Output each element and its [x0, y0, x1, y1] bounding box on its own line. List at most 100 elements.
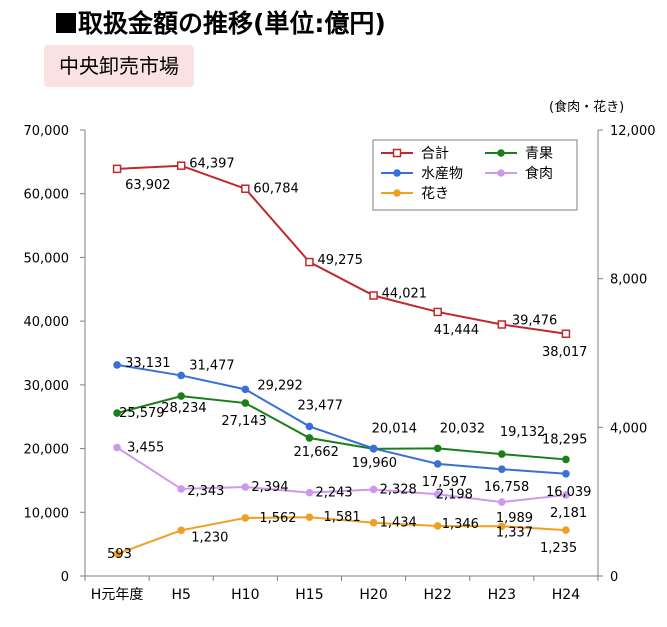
data-label: 1,989: [496, 511, 533, 526]
data-label: 1,235: [540, 541, 577, 556]
data-point: [177, 485, 185, 493]
x-tick-label: H24: [552, 587, 580, 603]
left-tick-label: 50,000: [24, 251, 70, 266]
title-square-icon: [56, 13, 76, 33]
data-point: [562, 455, 570, 464]
chart-axes: 0 10,000 20,000 30,000 40,000 50,000 60,000 70,…: [24, 124, 656, 603]
data-point: [369, 291, 378, 300]
data-label: 1,581: [323, 510, 360, 525]
x-tick-label: H23: [488, 587, 516, 603]
legend-marker: [392, 148, 402, 158]
x-tick-label: H元年度: [91, 587, 144, 603]
series-line-花き: [116, 516, 566, 555]
data-label: 1,434: [380, 516, 417, 531]
data-point: [498, 450, 506, 458]
x-tick-label: H22: [424, 587, 452, 603]
data-point: [305, 422, 314, 431]
x-tick-label: H10: [231, 587, 259, 603]
data-point: [305, 488, 314, 497]
right-tick-label: 8,000: [610, 273, 647, 288]
data-label: 18,295: [542, 432, 588, 447]
data-label: 29,292: [257, 378, 303, 393]
data-point: [113, 409, 121, 417]
data-point: [241, 184, 250, 193]
data-point: [241, 385, 250, 394]
data-point: [112, 164, 122, 174]
data-label: 21,662: [293, 445, 339, 460]
data-point: [305, 513, 314, 522]
data-label: 16,039: [546, 485, 592, 500]
right-tick-label: 4,000: [610, 421, 647, 436]
data-point: [113, 361, 121, 369]
data-label: 64,397: [189, 157, 235, 172]
x-tick-label: H15: [295, 587, 323, 603]
data-label: 2,243: [315, 486, 352, 501]
data-point: [497, 320, 507, 329]
data-point: [562, 491, 570, 499]
chart-title-text: 取扱金額の推移(単位:億円): [78, 9, 386, 38]
data-point: [433, 307, 442, 317]
data-point: [562, 526, 570, 534]
data-point: [433, 490, 442, 499]
data-label: 27,143: [221, 414, 267, 429]
series-line-合計: [117, 164, 567, 335]
data-label: 2,394: [251, 480, 288, 495]
data-label: 44,021: [382, 287, 428, 302]
left-tick-label: 0: [61, 570, 69, 585]
data-point: [433, 444, 442, 453]
left-tick-label: 60,000: [24, 188, 70, 203]
right-tick-label: 12,000: [610, 124, 656, 139]
data-label: 25,579: [119, 406, 165, 421]
chart-data-labels: 63,902 64,397 60,784 49,275 44,021 41,444 39,4…: [107, 157, 591, 562]
data-point: [177, 371, 185, 380]
data-label: 33,131: [125, 356, 171, 371]
series-line-水産物: [116, 363, 567, 475]
series-line-青果: [116, 395, 567, 461]
legend-label: 合計: [421, 146, 449, 162]
data-label: 2,198: [436, 487, 473, 502]
data-label: 19,960: [352, 456, 398, 471]
chart-title: 取扱金額の推移(単位:億円): [56, 4, 386, 40]
data-label: 1,337: [496, 525, 533, 540]
data-label: 593: [107, 547, 132, 562]
x-tick-label: H20: [359, 587, 387, 603]
legend-box: [372, 139, 578, 211]
data-label: 60,784: [253, 182, 299, 197]
legend-marker: [393, 169, 401, 177]
right-tick-label: 0: [610, 570, 618, 585]
data-label: 28,234: [161, 401, 207, 416]
legend-label: 青果: [525, 146, 553, 162]
data-label: 3,455: [127, 441, 164, 456]
x-tick-label: H5: [171, 587, 190, 603]
data-point: [561, 329, 571, 339]
data-label: 2,181: [550, 506, 587, 521]
data-point: [177, 526, 185, 535]
data-label: 49,275: [317, 253, 363, 268]
data-point: [433, 460, 442, 468]
legend-label: 食肉: [525, 165, 553, 182]
data-point: [305, 257, 314, 267]
market-badge: 中央卸売市場: [44, 45, 194, 87]
data-point: [498, 465, 506, 474]
data-label: 41,444: [434, 323, 480, 338]
data-label: 38,017: [542, 345, 588, 360]
data-point: [562, 470, 570, 478]
legend-label: 花き: [421, 186, 449, 202]
data-point: [498, 522, 506, 531]
left-tick-label: 40,000: [24, 315, 70, 330]
data-point: [305, 434, 314, 442]
data-point: [498, 498, 506, 506]
legend-label: 水産物: [421, 166, 463, 182]
data-label: 19,132: [500, 425, 546, 440]
data-label: 20,032: [440, 421, 486, 436]
data-point: [241, 514, 250, 522]
data-point: [433, 522, 442, 530]
data-label: 1,562: [259, 511, 296, 526]
legend-marker: [393, 189, 401, 197]
data-label: 23,477: [297, 398, 343, 413]
data-label: 31,477: [189, 358, 235, 373]
data-point: [369, 518, 378, 527]
data-label: 17,597: [422, 475, 468, 490]
legend-marker: [497, 169, 505, 177]
